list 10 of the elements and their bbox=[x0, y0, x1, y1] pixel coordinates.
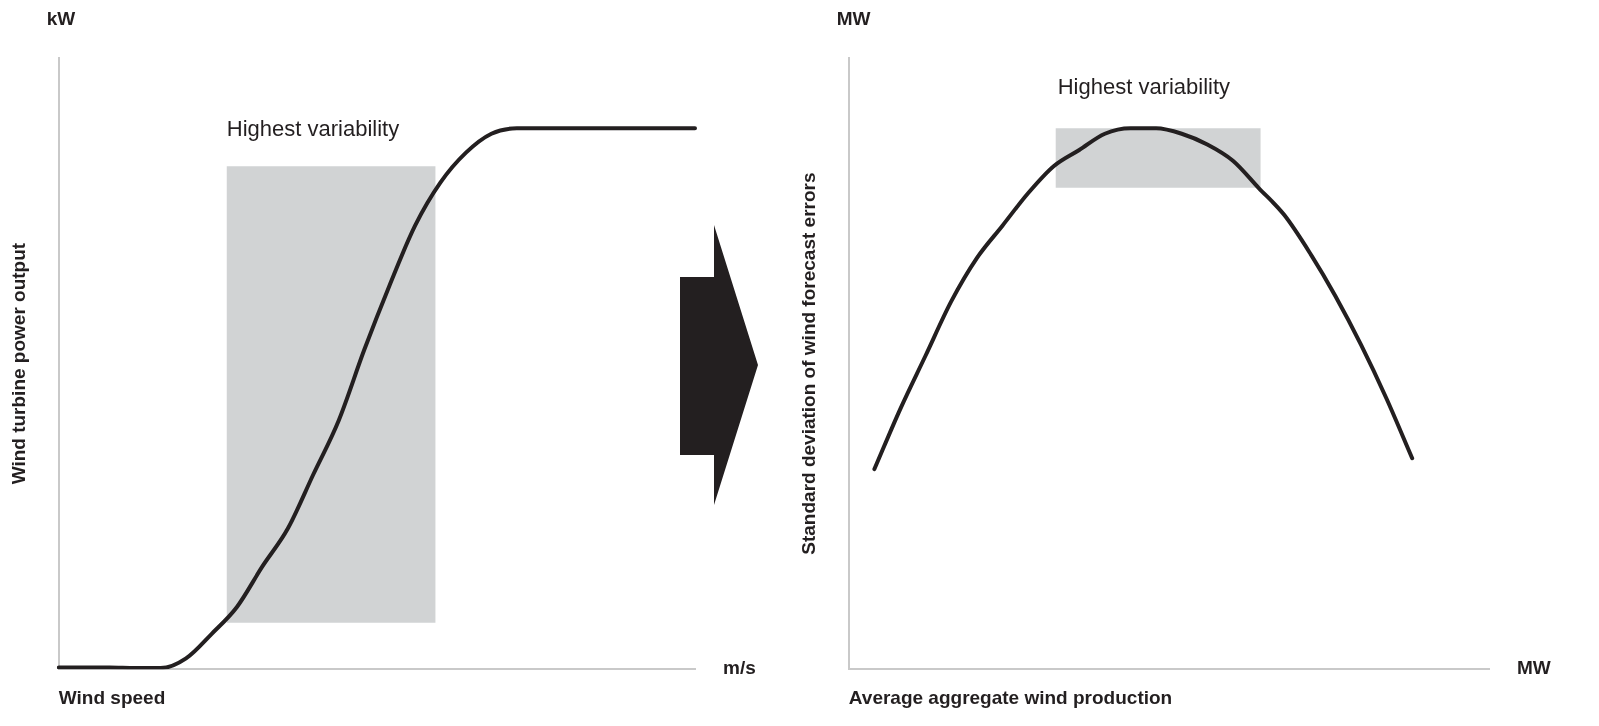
y-axis-title: Standard deviation of wind forecast errors bbox=[797, 172, 819, 555]
y-axis-title: Wind turbine power output bbox=[7, 242, 29, 485]
text: m/s bbox=[723, 657, 756, 680]
band-label: Highest variability bbox=[1057, 74, 1231, 101]
text: MW bbox=[836, 8, 871, 30]
text: MW bbox=[1517, 657, 1551, 680]
text: kW bbox=[46, 8, 76, 30]
band-label: Highest variability bbox=[226, 116, 400, 143]
x-axis-title: Average aggregate wind production bbox=[848, 686, 1173, 708]
x-axis-title: Wind speed bbox=[58, 686, 166, 708]
